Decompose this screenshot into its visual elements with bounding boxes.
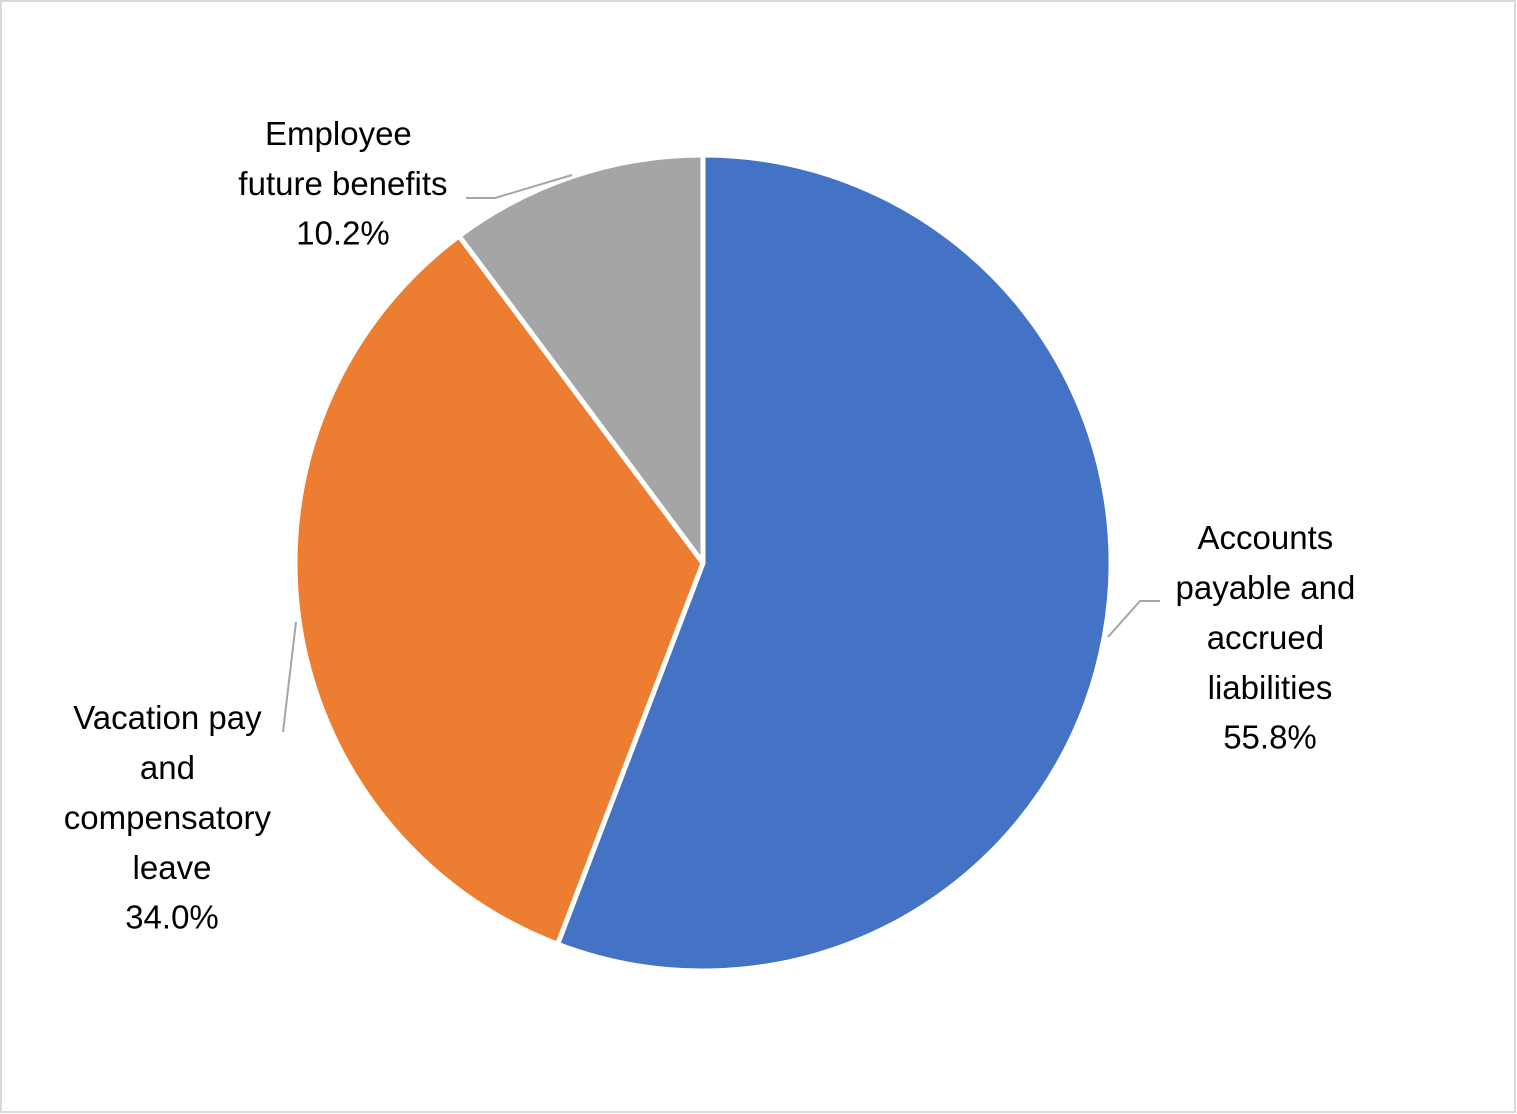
- pie-slice: [292, 233, 706, 947]
- data-label-category: Employee future benefits: [238, 115, 447, 202]
- data-label-value: 34.0%: [125, 899, 219, 936]
- pie-slice: [456, 152, 706, 566]
- leader-line: [1107, 600, 1160, 638]
- pie: [292, 152, 1114, 974]
- leader-line: [282, 621, 297, 733]
- data-label-value: 55.8%: [1223, 719, 1317, 756]
- leader-line: [466, 174, 573, 199]
- data-label-category: Vacation pay and compensatory leave: [64, 699, 280, 886]
- data-label-category: Accounts payable and accrued liabilities: [1176, 519, 1365, 706]
- data-label-value: 10.2%: [296, 215, 390, 252]
- pie-slice: [555, 152, 1114, 974]
